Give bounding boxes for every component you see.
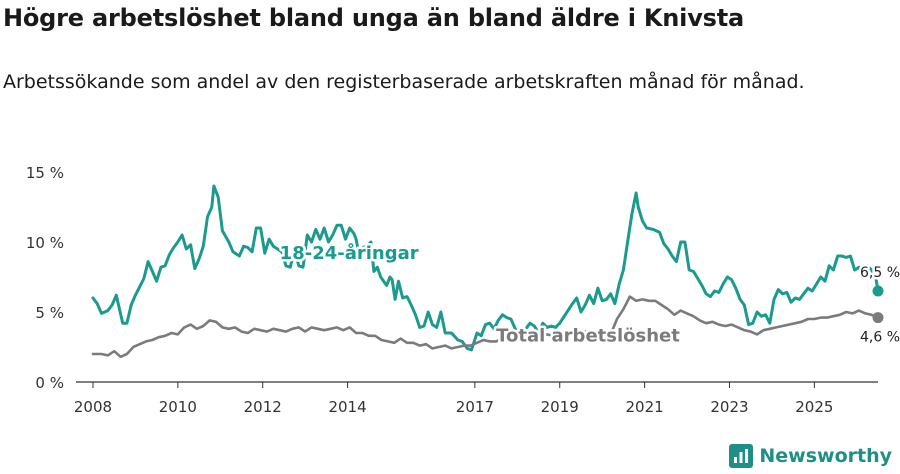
x-tick-label: 2019 [541, 398, 579, 416]
x-tick-label: 2021 [626, 398, 664, 416]
x-tick-label: 2010 [159, 398, 197, 416]
series-label-total: Total arbetslöshet [496, 325, 680, 346]
series-end-point [872, 285, 884, 297]
newsworthy-logo-icon [729, 444, 754, 468]
chart-title: Högre arbetslöshet bland unga än bland ä… [3, 4, 745, 32]
series-label-youth: 18-24-åringar [280, 242, 419, 264]
x-tick-label: 2017 [456, 398, 494, 416]
x-tick-label: 2012 [244, 398, 282, 416]
chart-subtitle: Arbetssökande som andel av den registerb… [3, 71, 805, 93]
end-value-label-youth: 6,5 % [860, 265, 900, 281]
x-tick-label: 2025 [795, 398, 833, 416]
end-value-label-total: 4,6 % [860, 330, 900, 346]
label-layer: 18-24-åringar Total arbetslöshet 6,5 % 4,6 … [277, 239, 900, 349]
y-axis: 0 % 5 % 10 % 15 % [26, 164, 64, 392]
y-tick-label: 15 % [26, 164, 64, 182]
series-layer [91, 184, 884, 359]
y-tick-label: 0 % [35, 374, 64, 392]
series-line-total [91, 295, 880, 359]
brand-logo: Newsworthy [729, 444, 892, 468]
series-line-youth [91, 184, 880, 352]
brand-name: Newsworthy [759, 445, 892, 467]
x-tick-label: 2008 [74, 398, 112, 416]
y-tick-label: 5 % [35, 304, 64, 322]
x-tick-label: 2023 [710, 398, 748, 416]
x-tick-label: 2014 [328, 398, 366, 416]
x-axis: 2008 2010 2012 2014 2017 2019 2021 2023 2025 [74, 381, 878, 416]
series-end-point [872, 312, 884, 324]
y-tick-label: 10 % [26, 234, 64, 252]
